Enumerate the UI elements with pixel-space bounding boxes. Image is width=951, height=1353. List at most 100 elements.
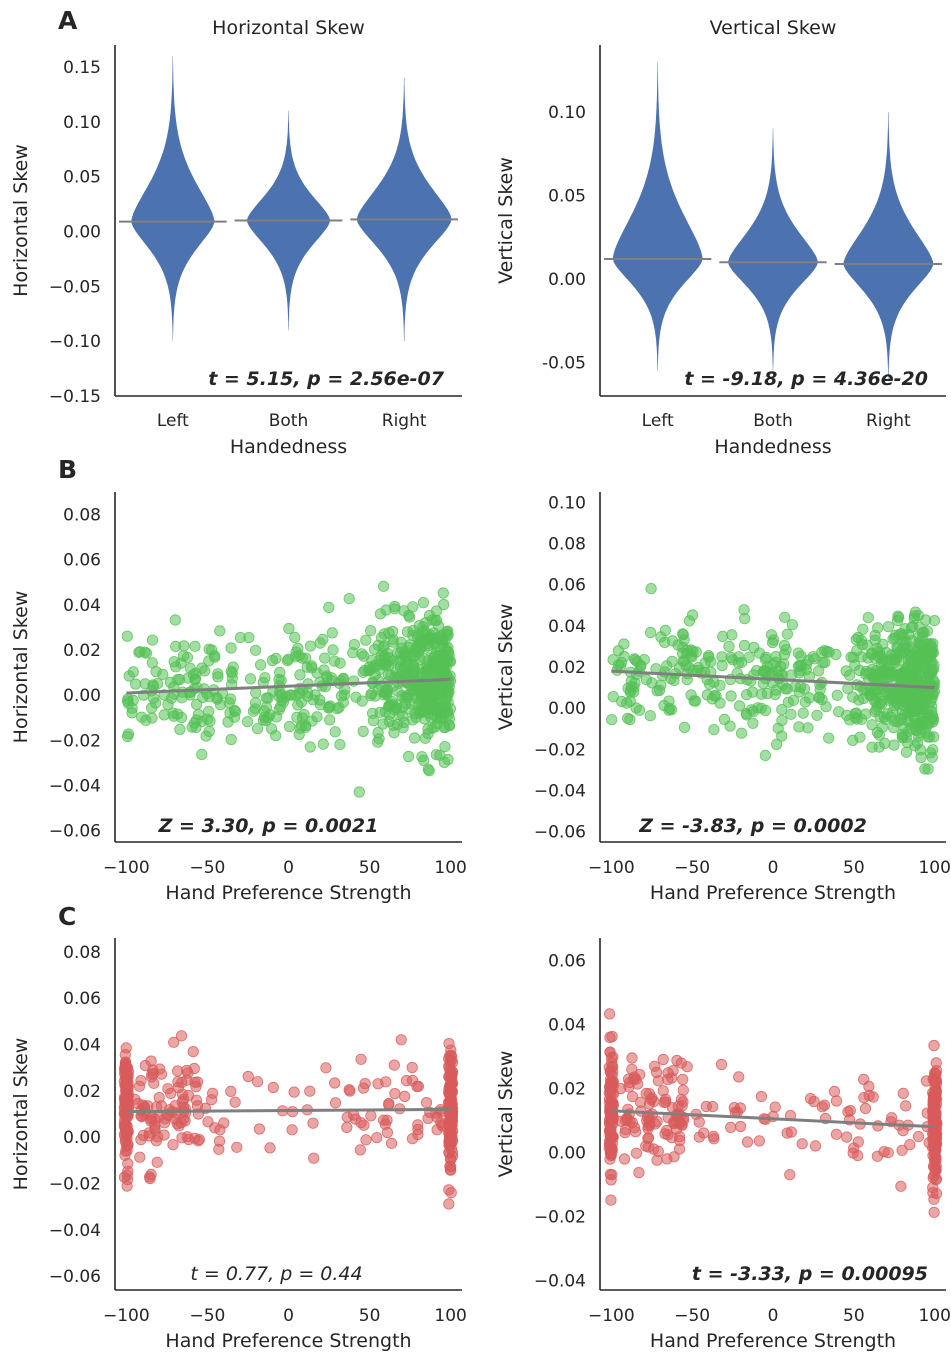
scatter-point	[733, 1071, 745, 1083]
scatter-point	[404, 611, 416, 623]
scatter-point	[748, 641, 760, 654]
x-axis-label: Handedness	[714, 436, 831, 458]
scatter-point	[343, 1084, 355, 1096]
scatter-point	[673, 1143, 686, 1155]
scatter-point	[377, 718, 389, 730]
scatter-point	[192, 1135, 204, 1147]
scatter-point	[270, 730, 282, 742]
scatter-point	[895, 1180, 907, 1192]
scatter-point	[816, 1101, 828, 1113]
scatter-point	[766, 636, 779, 649]
panel-letter-a: A	[58, 6, 78, 35]
scatter-point	[726, 629, 738, 641]
scatter-point	[759, 749, 772, 762]
scatter-point	[304, 640, 317, 652]
scatter-point	[319, 652, 331, 664]
scatter-point	[769, 1101, 781, 1113]
scatter-point	[920, 1075, 933, 1087]
scatter-point	[659, 624, 672, 637]
scatter-point	[871, 1150, 884, 1162]
scatter-point	[628, 681, 640, 694]
scatter-point	[135, 1134, 147, 1146]
scatter-point	[391, 647, 403, 659]
scatter-point	[708, 724, 720, 736]
scatter-point	[923, 716, 936, 729]
scatter-point	[122, 1165, 134, 1177]
scatter-point	[326, 627, 338, 639]
scatter-point	[148, 1077, 160, 1089]
scatter-point	[652, 1145, 664, 1158]
y-tick-label: 0.00	[63, 686, 101, 706]
scatter-point	[374, 659, 386, 671]
scatter-point	[668, 1151, 680, 1163]
violin-left	[131, 56, 215, 342]
scatter-point	[666, 655, 678, 667]
scatter-point	[747, 705, 759, 718]
stat-annotation: t = 5.15, p = 2.56e-07	[208, 368, 445, 390]
scatter-point	[862, 611, 874, 624]
scatter-point	[902, 725, 914, 738]
y-tick-label: 0.05	[63, 168, 101, 188]
scatter-point	[707, 1130, 720, 1143]
scatter-point	[634, 1096, 647, 1108]
scatter-point	[853, 694, 865, 706]
scatter-point	[359, 664, 371, 677]
scatter-point	[874, 710, 886, 723]
scatter-point	[283, 720, 296, 733]
scatter-point	[308, 1152, 320, 1164]
scatter-point	[134, 1151, 146, 1163]
scatter-point	[440, 693, 452, 705]
scatter-point	[383, 1097, 395, 1110]
scatter-point	[688, 695, 700, 707]
scatter-point	[633, 1167, 645, 1179]
scatter-point	[848, 1142, 860, 1154]
scatter-point	[422, 763, 434, 775]
scatter-point	[356, 648, 368, 660]
scatter-point	[930, 1065, 943, 1077]
scatter-point	[693, 1116, 705, 1128]
scatter-point	[445, 1153, 457, 1165]
x-tick-label: 100	[918, 1306, 950, 1326]
scatter-point	[800, 664, 812, 676]
scatter-point	[746, 686, 759, 698]
scatter-point	[399, 1090, 411, 1103]
scatter-point	[807, 651, 819, 663]
scatter-point	[229, 1096, 241, 1108]
x-axis-label: Hand Preference Strength	[650, 882, 896, 904]
scatter-point	[775, 660, 787, 673]
scatter-point	[188, 1062, 200, 1075]
scatter-point	[677, 1084, 689, 1096]
x-tick-label: 50	[359, 1306, 381, 1326]
scatter-point	[258, 705, 270, 717]
y-tick-label: −0.06	[534, 823, 586, 843]
scatter-point	[304, 741, 316, 753]
stat-annotation: t = -9.18, p = 4.36e-20	[684, 368, 928, 390]
scatter-point	[831, 689, 843, 701]
scatter-point	[298, 708, 310, 721]
scatter-point	[649, 1060, 661, 1072]
scatter-point	[606, 714, 618, 726]
fit-line	[611, 1109, 935, 1129]
scatter-point	[797, 707, 809, 719]
scatter-point	[150, 1135, 162, 1147]
scatter-point	[618, 1153, 631, 1165]
scatter-point	[708, 676, 720, 688]
scatter-point	[189, 673, 201, 686]
scatter-point	[275, 674, 287, 687]
scatter-point	[334, 738, 346, 751]
scatter-point	[908, 610, 921, 622]
scatter-point	[606, 1030, 618, 1043]
scatter-point	[288, 1086, 300, 1098]
scatter-point	[425, 684, 437, 696]
scatter-point	[366, 707, 379, 719]
scatter-point	[429, 614, 441, 627]
scatter-point	[786, 619, 799, 631]
scatter-point	[642, 1132, 654, 1145]
x-axis-label: Hand Preference Strength	[650, 1330, 896, 1352]
y-tick-label: 0.06	[63, 989, 101, 1009]
scatter-point	[624, 713, 636, 726]
scatter-point	[199, 665, 211, 677]
scatter-point	[776, 714, 788, 727]
scatter-point	[234, 631, 246, 644]
x-tick-label: −50	[674, 1306, 710, 1326]
